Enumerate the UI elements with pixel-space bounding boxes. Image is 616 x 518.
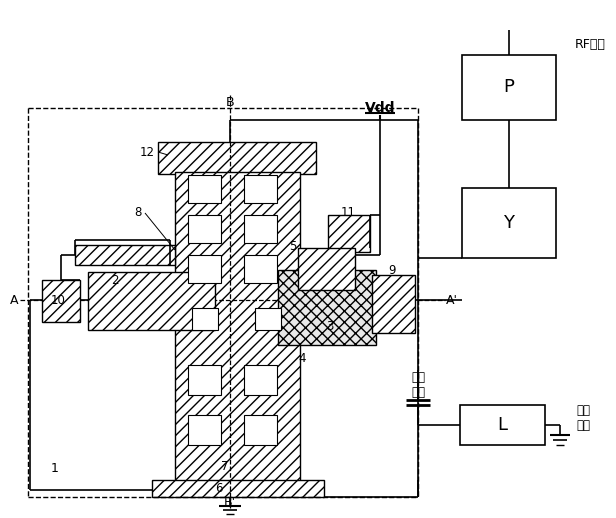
Bar: [88, 272, 215, 330]
Text: Y: Y: [503, 214, 514, 232]
Bar: [188, 365, 221, 395]
Bar: [255, 308, 281, 330]
Bar: [462, 188, 556, 258]
Bar: [42, 280, 80, 322]
Text: 12: 12: [140, 146, 155, 159]
Bar: [188, 415, 221, 445]
Bar: [175, 172, 300, 487]
Bar: [188, 215, 221, 243]
Bar: [158, 142, 316, 174]
Text: 隔直
电容: 隔直 电容: [411, 371, 425, 399]
Text: 2: 2: [111, 274, 119, 286]
Bar: [188, 255, 221, 283]
Text: A': A': [446, 294, 458, 307]
Text: 9: 9: [388, 264, 395, 277]
Text: L: L: [498, 416, 508, 434]
Bar: [152, 480, 324, 497]
Bar: [278, 270, 376, 345]
Bar: [192, 308, 218, 330]
Bar: [460, 405, 545, 445]
Bar: [372, 275, 415, 333]
Text: P: P: [503, 79, 514, 96]
Text: 5: 5: [290, 240, 297, 253]
Text: 11: 11: [341, 207, 355, 220]
Text: 10: 10: [51, 294, 65, 307]
Text: 8: 8: [135, 207, 142, 220]
Text: Vdd: Vdd: [365, 101, 395, 115]
Bar: [75, 245, 175, 265]
Text: 3: 3: [326, 320, 334, 333]
Bar: [244, 415, 277, 445]
Text: 电流
输出: 电流 输出: [576, 404, 590, 432]
Text: 6: 6: [215, 482, 222, 495]
Bar: [244, 365, 277, 395]
Bar: [328, 215, 370, 252]
Bar: [188, 175, 221, 203]
Text: A: A: [10, 294, 18, 307]
Text: 4: 4: [298, 352, 306, 365]
Bar: [244, 215, 277, 243]
Bar: [244, 175, 277, 203]
Text: RF输入: RF输入: [575, 38, 606, 51]
Bar: [244, 255, 277, 283]
Text: B: B: [225, 96, 234, 109]
Text: B': B': [224, 496, 236, 510]
Text: 1: 1: [51, 462, 59, 474]
Bar: [462, 55, 556, 120]
Text: 7: 7: [221, 461, 229, 473]
Bar: [298, 248, 355, 290]
